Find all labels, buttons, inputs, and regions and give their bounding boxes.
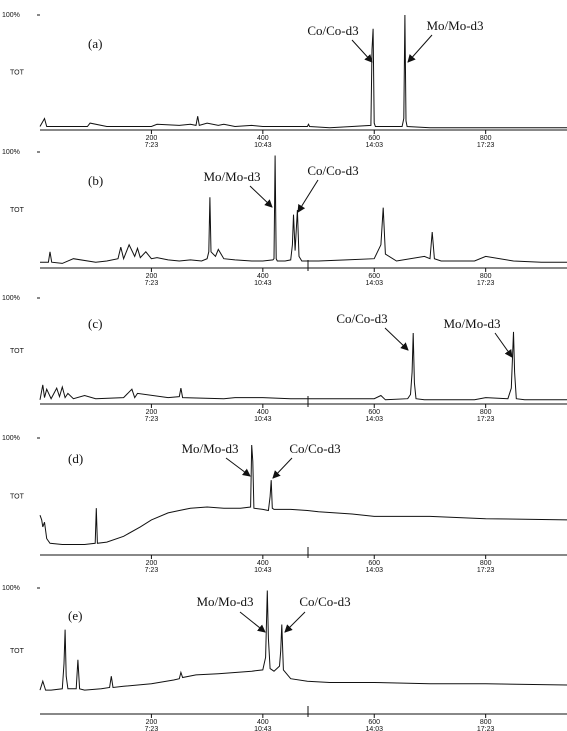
x-tick-time: 10:43	[254, 416, 272, 423]
x-tick-label: 400	[257, 560, 269, 567]
y-axis-label: TOT	[10, 207, 25, 214]
x-tick-label: 200	[146, 273, 158, 280]
x-tick-time: 17:23	[477, 416, 495, 423]
x-tick-label: 600	[368, 560, 380, 567]
peak-annotation: Mo/Mo-d3	[443, 316, 500, 331]
y-tick-label: 100%	[2, 435, 20, 442]
x-tick-time: 7:23	[145, 567, 159, 574]
x-tick-label: 400	[257, 719, 269, 726]
y-axis-label: TOT	[10, 69, 25, 76]
x-tick-label: 600	[368, 719, 380, 726]
annotation-arrow	[249, 185, 273, 208]
y-axis-label: TOT	[10, 348, 25, 355]
x-tick-label: 200	[146, 719, 158, 726]
peak-annotation: Co/Co-d3	[307, 23, 358, 38]
annotation-arrow	[225, 457, 251, 477]
peak-annotation: Co/Co-d3	[299, 594, 350, 609]
panel-label: (e)	[68, 608, 82, 623]
y-tick-label: 100%	[2, 12, 20, 19]
peak-annotation: Co/Co-d3	[289, 441, 340, 456]
x-tick-label: 800	[480, 273, 492, 280]
x-tick-time: 7:23	[145, 726, 159, 731]
x-tick-label: 400	[257, 409, 269, 416]
annotation-arrow	[407, 34, 433, 63]
x-tick-label: 800	[480, 560, 492, 567]
peak-annotation: Mo/Mo-d3	[196, 594, 253, 609]
chromatogram-trace	[39, 444, 567, 545]
annotation-arrow	[272, 457, 293, 479]
x-tick-time: 17:23	[477, 280, 495, 287]
y-tick-label: 100%	[2, 149, 20, 156]
panel-label: (b)	[88, 173, 103, 188]
x-tick-time: 10:43	[254, 280, 272, 287]
panel-label: (c)	[88, 316, 102, 331]
x-tick-label: 400	[257, 273, 269, 280]
x-tick-label: 200	[146, 409, 158, 416]
x-tick-time: 14:03	[365, 567, 383, 574]
chromatogram-trace	[39, 331, 567, 401]
annotation-arrow	[284, 611, 306, 633]
peak-annotation: Mo/Mo-d3	[181, 441, 238, 456]
y-tick-label: 100%	[2, 585, 20, 592]
peak-annotation: Mo/Mo-d3	[203, 169, 260, 184]
x-tick-label: 600	[368, 409, 380, 416]
y-axis-label: TOT	[10, 648, 25, 655]
x-tick-label: 600	[368, 273, 380, 280]
x-tick-label: 800	[480, 135, 492, 142]
x-tick-label: 800	[480, 409, 492, 416]
y-tick-label: 100%	[2, 295, 20, 302]
x-tick-time: 17:23	[477, 567, 495, 574]
panel-label: (a)	[88, 36, 102, 51]
peak-annotation: Co/Co-d3	[336, 311, 387, 326]
x-tick-time: 14:03	[365, 142, 383, 149]
x-tick-time: 7:23	[145, 280, 159, 287]
panel-label: (d)	[68, 451, 83, 466]
chromatogram-trace	[39, 14, 567, 129]
x-tick-label: 800	[480, 719, 492, 726]
x-tick-time: 17:23	[477, 142, 495, 149]
x-tick-time: 10:43	[254, 726, 272, 731]
x-tick-time: 14:03	[365, 280, 383, 287]
peak-annotation: Co/Co-d3	[307, 163, 358, 178]
x-tick-time: 14:03	[365, 726, 383, 731]
y-axis-label: TOT	[10, 493, 25, 500]
x-tick-time: 7:23	[145, 416, 159, 423]
x-tick-time: 17:23	[477, 726, 495, 731]
annotation-arrow	[384, 327, 409, 351]
annotation-arrow	[494, 332, 513, 358]
x-tick-time: 14:03	[365, 416, 383, 423]
x-tick-label: 200	[146, 135, 158, 142]
annotation-arrow	[351, 39, 373, 63]
x-tick-label: 200	[146, 560, 158, 567]
x-tick-time: 10:43	[254, 567, 272, 574]
x-tick-label: 400	[257, 135, 269, 142]
x-tick-time: 7:23	[145, 142, 159, 149]
chromatogram-trace	[39, 590, 567, 691]
chromatogram-trace	[40, 155, 567, 264]
annotation-arrow	[297, 179, 319, 213]
annotation-arrow	[239, 611, 266, 633]
x-tick-time: 10:43	[254, 142, 272, 149]
peak-annotation: Mo/Mo-d3	[426, 18, 483, 33]
x-tick-label: 600	[368, 135, 380, 142]
